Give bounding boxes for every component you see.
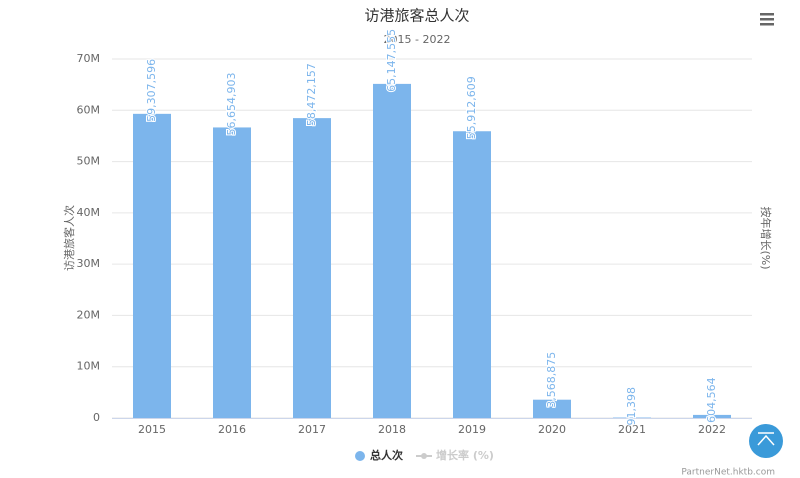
credit: PartnerNet.hktb.com [681, 468, 775, 478]
chart-title: 访港旅客总人次 [364, 7, 469, 25]
legend-symbol [355, 451, 365, 461]
x-tick-label: 2022 [698, 423, 726, 436]
y-tick-label: 0 [93, 411, 100, 424]
y-tick-label: 30M [77, 257, 101, 270]
scroll-top-button[interactable] [749, 424, 783, 458]
x-tick-label: 2017 [298, 423, 326, 436]
data-label: 65,147,555 [385, 29, 398, 92]
bar [293, 118, 331, 418]
data-label: 604,564 [705, 377, 718, 423]
x-tick-label: 2016 [218, 423, 246, 436]
y-tick-label: 10M [77, 360, 101, 373]
y-tick-label: 60M [77, 103, 101, 116]
bar [453, 131, 491, 419]
x-tick-label: 2019 [458, 423, 486, 436]
legend-label[interactable]: 增长率 (%) [436, 448, 494, 462]
data-label: 91,398 [625, 387, 638, 426]
data-label: 55,912,609 [465, 76, 478, 139]
chart-subtitle: 2015 - 2022 [384, 33, 451, 46]
x-tick-label: 2020 [538, 423, 566, 436]
y-axis-label: 访港旅客人次 [62, 205, 76, 271]
data-label: 59,307,596 [145, 59, 158, 122]
bar [373, 83, 411, 418]
y-tick-label: 20M [77, 308, 101, 321]
data-label: 56,654,903 [225, 72, 238, 135]
bar [213, 127, 251, 418]
x-tick-label: 2018 [378, 423, 406, 436]
y-tick-label: 40M [77, 206, 101, 219]
menu-button[interactable] [754, 8, 780, 30]
legend-symbol [421, 453, 427, 459]
data-label: 58,472,157 [305, 63, 318, 126]
legend-label[interactable]: 总人次 [370, 448, 403, 462]
y-tick-label: 50M [77, 155, 101, 168]
bar [533, 399, 571, 418]
y2-axis-label: 按年增长(%) [759, 206, 773, 269]
y-tick-label: 70M [77, 52, 101, 65]
x-tick-label: 2015 [138, 423, 166, 436]
bar [133, 113, 171, 418]
bar [693, 414, 731, 418]
x-tick-label: 2021 [618, 423, 646, 436]
data-label: 3,568,875 [545, 352, 558, 408]
